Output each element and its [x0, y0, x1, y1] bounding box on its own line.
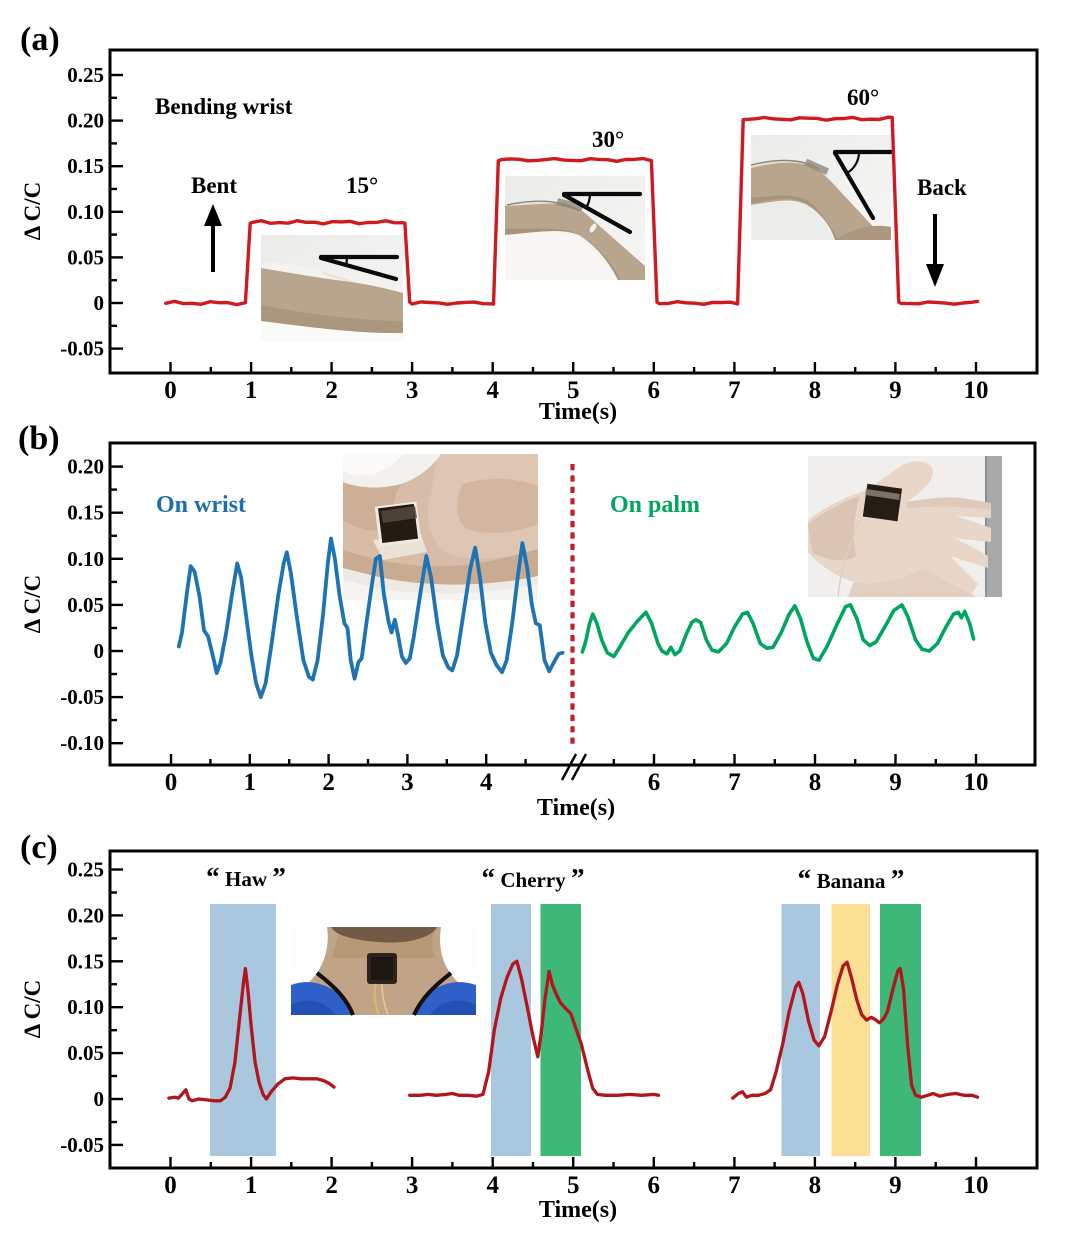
svg-text:0.05: 0.05: [67, 1041, 104, 1065]
svg-text:“ Haw ”: “ Haw ”: [206, 862, 286, 892]
svg-text:9: 9: [889, 769, 902, 796]
svg-text:7: 7: [728, 769, 741, 796]
svg-text:0: 0: [94, 1087, 105, 1111]
svg-text:-0.05: -0.05: [60, 337, 104, 361]
svg-text:5: 5: [567, 1172, 580, 1199]
svg-text:0.10: 0.10: [67, 995, 104, 1019]
svg-text:8: 8: [809, 377, 822, 404]
svg-text:9: 9: [889, 1172, 902, 1199]
svg-text:0.05: 0.05: [67, 245, 104, 269]
svg-text:Δ C/C: Δ C/C: [20, 182, 45, 241]
svg-text:1: 1: [245, 377, 258, 404]
svg-text:0.25: 0.25: [67, 858, 104, 882]
svg-text:0.10: 0.10: [67, 547, 104, 571]
svg-text:4: 4: [486, 1172, 499, 1199]
svg-text:2: 2: [325, 1172, 338, 1199]
svg-text:Back: Back: [917, 175, 967, 200]
svg-text:Δ C/C: Δ C/C: [20, 575, 45, 634]
svg-text:10: 10: [964, 769, 989, 796]
svg-text:4: 4: [486, 377, 499, 404]
svg-text:30°: 30°: [592, 127, 624, 152]
svg-text:-0.10: -0.10: [60, 731, 104, 755]
svg-text:0.15: 0.15: [67, 154, 104, 178]
svg-text:(a): (a): [20, 21, 60, 58]
svg-text:7: 7: [728, 377, 741, 404]
svg-text:0.20: 0.20: [67, 903, 104, 927]
svg-text:On palm: On palm: [610, 492, 700, 518]
svg-text:Δ C/C: Δ C/C: [20, 980, 45, 1039]
svg-text:5: 5: [567, 377, 580, 404]
svg-text:0.15: 0.15: [67, 949, 104, 973]
svg-text:3: 3: [401, 769, 414, 796]
svg-text:1: 1: [244, 769, 257, 796]
svg-text:Time(s): Time(s): [537, 795, 615, 821]
svg-text:7: 7: [728, 1172, 741, 1199]
svg-text:(b): (b): [18, 420, 60, 457]
svg-text:10: 10: [964, 1172, 989, 1199]
svg-text:15°: 15°: [346, 173, 378, 198]
svg-text:60°: 60°: [847, 85, 879, 110]
svg-text:8: 8: [809, 769, 822, 796]
svg-text:6: 6: [648, 1172, 661, 1199]
svg-text:-0.05: -0.05: [60, 1133, 104, 1157]
svg-text:6: 6: [648, 769, 661, 796]
svg-text:6: 6: [648, 377, 661, 404]
svg-text:0.10: 0.10: [67, 200, 104, 224]
svg-text:0: 0: [164, 1172, 177, 1199]
svg-text:4: 4: [480, 769, 493, 796]
svg-text:3: 3: [406, 377, 419, 404]
svg-text:0: 0: [164, 377, 177, 404]
svg-text:-0.05: -0.05: [60, 685, 104, 709]
svg-text:(c): (c): [20, 829, 58, 866]
svg-text:Time(s): Time(s): [539, 1197, 617, 1223]
svg-text:0.20: 0.20: [67, 109, 104, 133]
svg-text:Bending wrist: Bending wrist: [155, 94, 293, 119]
svg-text:1: 1: [245, 1172, 258, 1199]
svg-text:0.15: 0.15: [67, 501, 104, 525]
svg-text:0.25: 0.25: [67, 63, 104, 87]
svg-text:0: 0: [94, 291, 105, 315]
svg-text:0.05: 0.05: [67, 593, 104, 617]
svg-text:9: 9: [889, 377, 902, 404]
svg-text:On wrist: On wrist: [156, 492, 246, 518]
svg-text:10: 10: [964, 377, 989, 404]
svg-text:Bent: Bent: [191, 173, 237, 198]
svg-text:0.20: 0.20: [67, 455, 104, 479]
svg-text:3: 3: [406, 1172, 419, 1199]
svg-text:0: 0: [94, 639, 105, 663]
svg-text:“ Banana ”: “ Banana ”: [798, 864, 905, 894]
svg-text:Time(s): Time(s): [539, 399, 617, 425]
svg-text:0: 0: [165, 769, 178, 796]
svg-text:8: 8: [809, 1172, 822, 1199]
svg-text:2: 2: [325, 377, 338, 404]
svg-text:2: 2: [322, 769, 335, 796]
svg-text:“ Cherry ”: “ Cherry ”: [481, 863, 584, 893]
